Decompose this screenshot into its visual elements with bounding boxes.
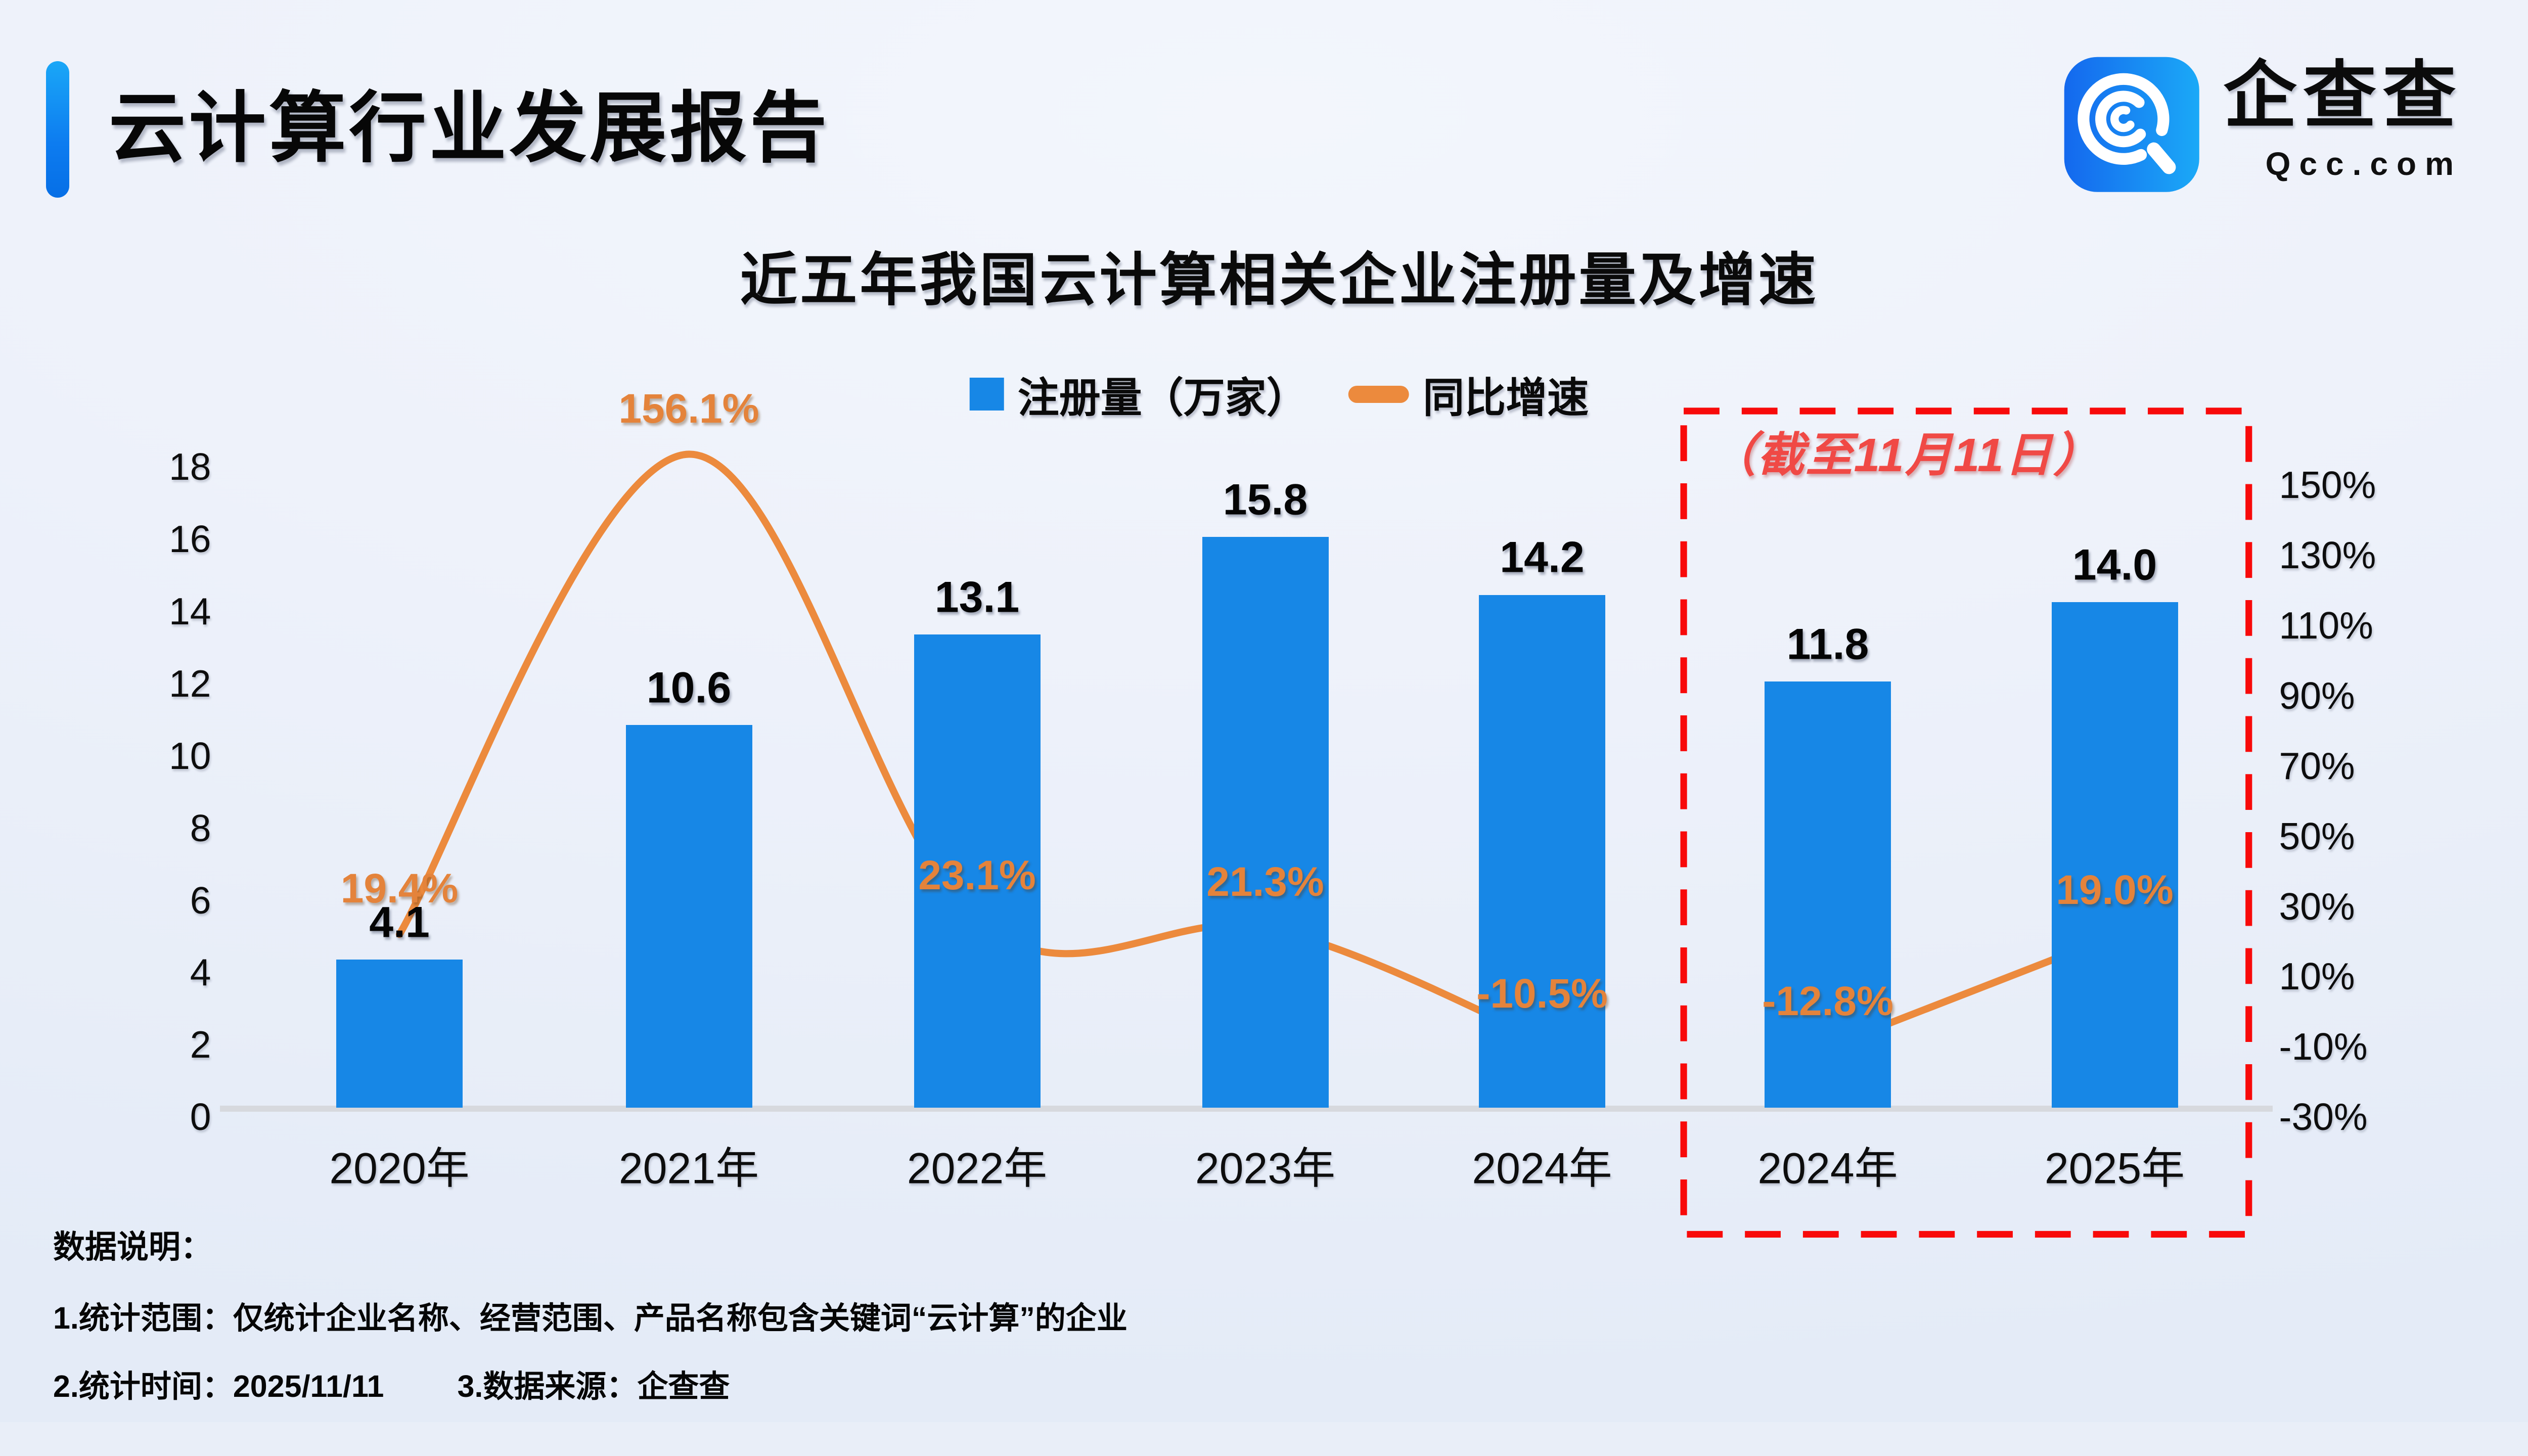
legend-bar-label: 注册量（万家）: [1017, 375, 1308, 421]
notes-line-2: 2.统计时间：2025/11/11 3.数据来源：企查查: [53, 1361, 730, 1406]
bar-value-label: 13.1: [934, 573, 1020, 622]
left-axis-tick: 14: [169, 590, 211, 633]
bar: [2051, 602, 2178, 1108]
page-title: 云计算行业发展报告: [109, 85, 830, 172]
x-axis-label: 2022年: [907, 1144, 1048, 1193]
bar: [625, 724, 752, 1108]
qcc-logo: 企查查 Qcc.com: [2063, 54, 2462, 194]
left-axis-tick: 0: [190, 1096, 211, 1139]
right-axis-tick: 50%: [2279, 814, 2355, 857]
left-axis-tick: 4: [190, 951, 211, 994]
left-axis-tick: 18: [169, 445, 211, 488]
notes-heading: 数据说明：: [53, 1229, 212, 1265]
right-axis-tick: 30%: [2279, 885, 2355, 928]
right-axis-tick: 110%: [2279, 604, 2373, 647]
line-series-swatch-icon: [1348, 385, 1409, 403]
bar: [1202, 537, 1329, 1108]
legend-line-label: 同比增速: [1423, 375, 1589, 421]
bar: [1765, 681, 1891, 1108]
legend-item-line: 同比增速: [1348, 364, 1589, 424]
left-axis-tick: 10: [169, 734, 211, 777]
report-page: 云计算行业发展报告 企查查 Qcc.com 近五年我国云计算相关企业注册量及增速: [0, 0, 2528, 1422]
qcc-logo-name: 企查查: [2223, 54, 2462, 136]
bar-value-label: 15.8: [1223, 475, 1308, 524]
growth-rate-label: -12.8%: [1762, 978, 1893, 1025]
bar-value-label: 11.8: [1786, 620, 1869, 669]
bar-value-label: 10.6: [646, 663, 732, 712]
growth-rate-label: 19.4%: [340, 865, 459, 912]
qcc-logo-icon: [2064, 57, 2199, 192]
right-axis-tick: 150%: [2279, 464, 2376, 507]
legend-item-bar: 注册量（万家）: [969, 364, 1308, 424]
x-axis-label: 2020年: [329, 1144, 470, 1193]
qcc-logo-domain: Qcc.com: [2265, 145, 2462, 182]
bar-series-swatch-icon: [969, 378, 1004, 411]
right-axis-tick: -10%: [2279, 1025, 2368, 1068]
x-axis-label: 2024年: [1757, 1144, 1898, 1193]
notes-line-2-right: 3.数据来源：企查查: [457, 1369, 730, 1403]
growth-rate-label: 19.0%: [2056, 867, 2174, 913]
x-axis-label: 2025年: [2044, 1144, 2185, 1193]
x-axis-label: 2021年: [618, 1144, 759, 1193]
left-axis-tick: 6: [190, 879, 211, 922]
notes-line-2-left: 2.统计时间：2025/11/11: [53, 1369, 384, 1403]
right-axis-tick: 70%: [2279, 744, 2355, 787]
growth-rate-label: 21.3%: [1206, 858, 1324, 905]
chart-legend: 注册量（万家） 同比增速: [969, 364, 1589, 424]
x-axis-label: 2023年: [1195, 1144, 1336, 1193]
x-axis-label: 2024年: [1472, 1144, 1612, 1193]
growth-rate-label: 156.1%: [618, 385, 759, 432]
title-accent-bar: [46, 61, 69, 198]
left-axis-tick: 2: [190, 1023, 211, 1066]
growth-rate-label: -10.5%: [1476, 970, 1608, 1017]
bar: [336, 960, 463, 1108]
bar-value-label: 4.1: [369, 898, 430, 947]
left-axis-tick: 8: [190, 806, 211, 849]
notes-line-1: 1.统计范围：仅统计企业名称、经营范围、产品名称包含关键词“云计算”的企业: [53, 1300, 1127, 1335]
bar-value-label: 14.0: [2072, 540, 2157, 589]
chart-title: 近五年我国云计算相关企业注册量及增速: [740, 248, 1819, 313]
left-axis-tick: 16: [169, 518, 211, 561]
highlight-annotation: （截至11月11日）: [1709, 429, 2102, 482]
left-axis-tick: 12: [169, 662, 211, 705]
bar-value-label: 14.2: [1500, 533, 1585, 582]
growth-rate-label: 23.1%: [918, 852, 1036, 899]
plot-area: 0 2 4 6 8 10 12 14 16 18 150% 130% 110% 90% 70% 50% 30% 1…: [169, 385, 2376, 1238]
right-axis-tick: 130%: [2279, 534, 2376, 577]
right-axis-tick: 10%: [2279, 955, 2355, 998]
right-axis-tick: 90%: [2279, 674, 2355, 717]
right-axis-tick: -30%: [2279, 1096, 2368, 1139]
bar: [1479, 595, 1605, 1108]
bar: [914, 634, 1041, 1108]
